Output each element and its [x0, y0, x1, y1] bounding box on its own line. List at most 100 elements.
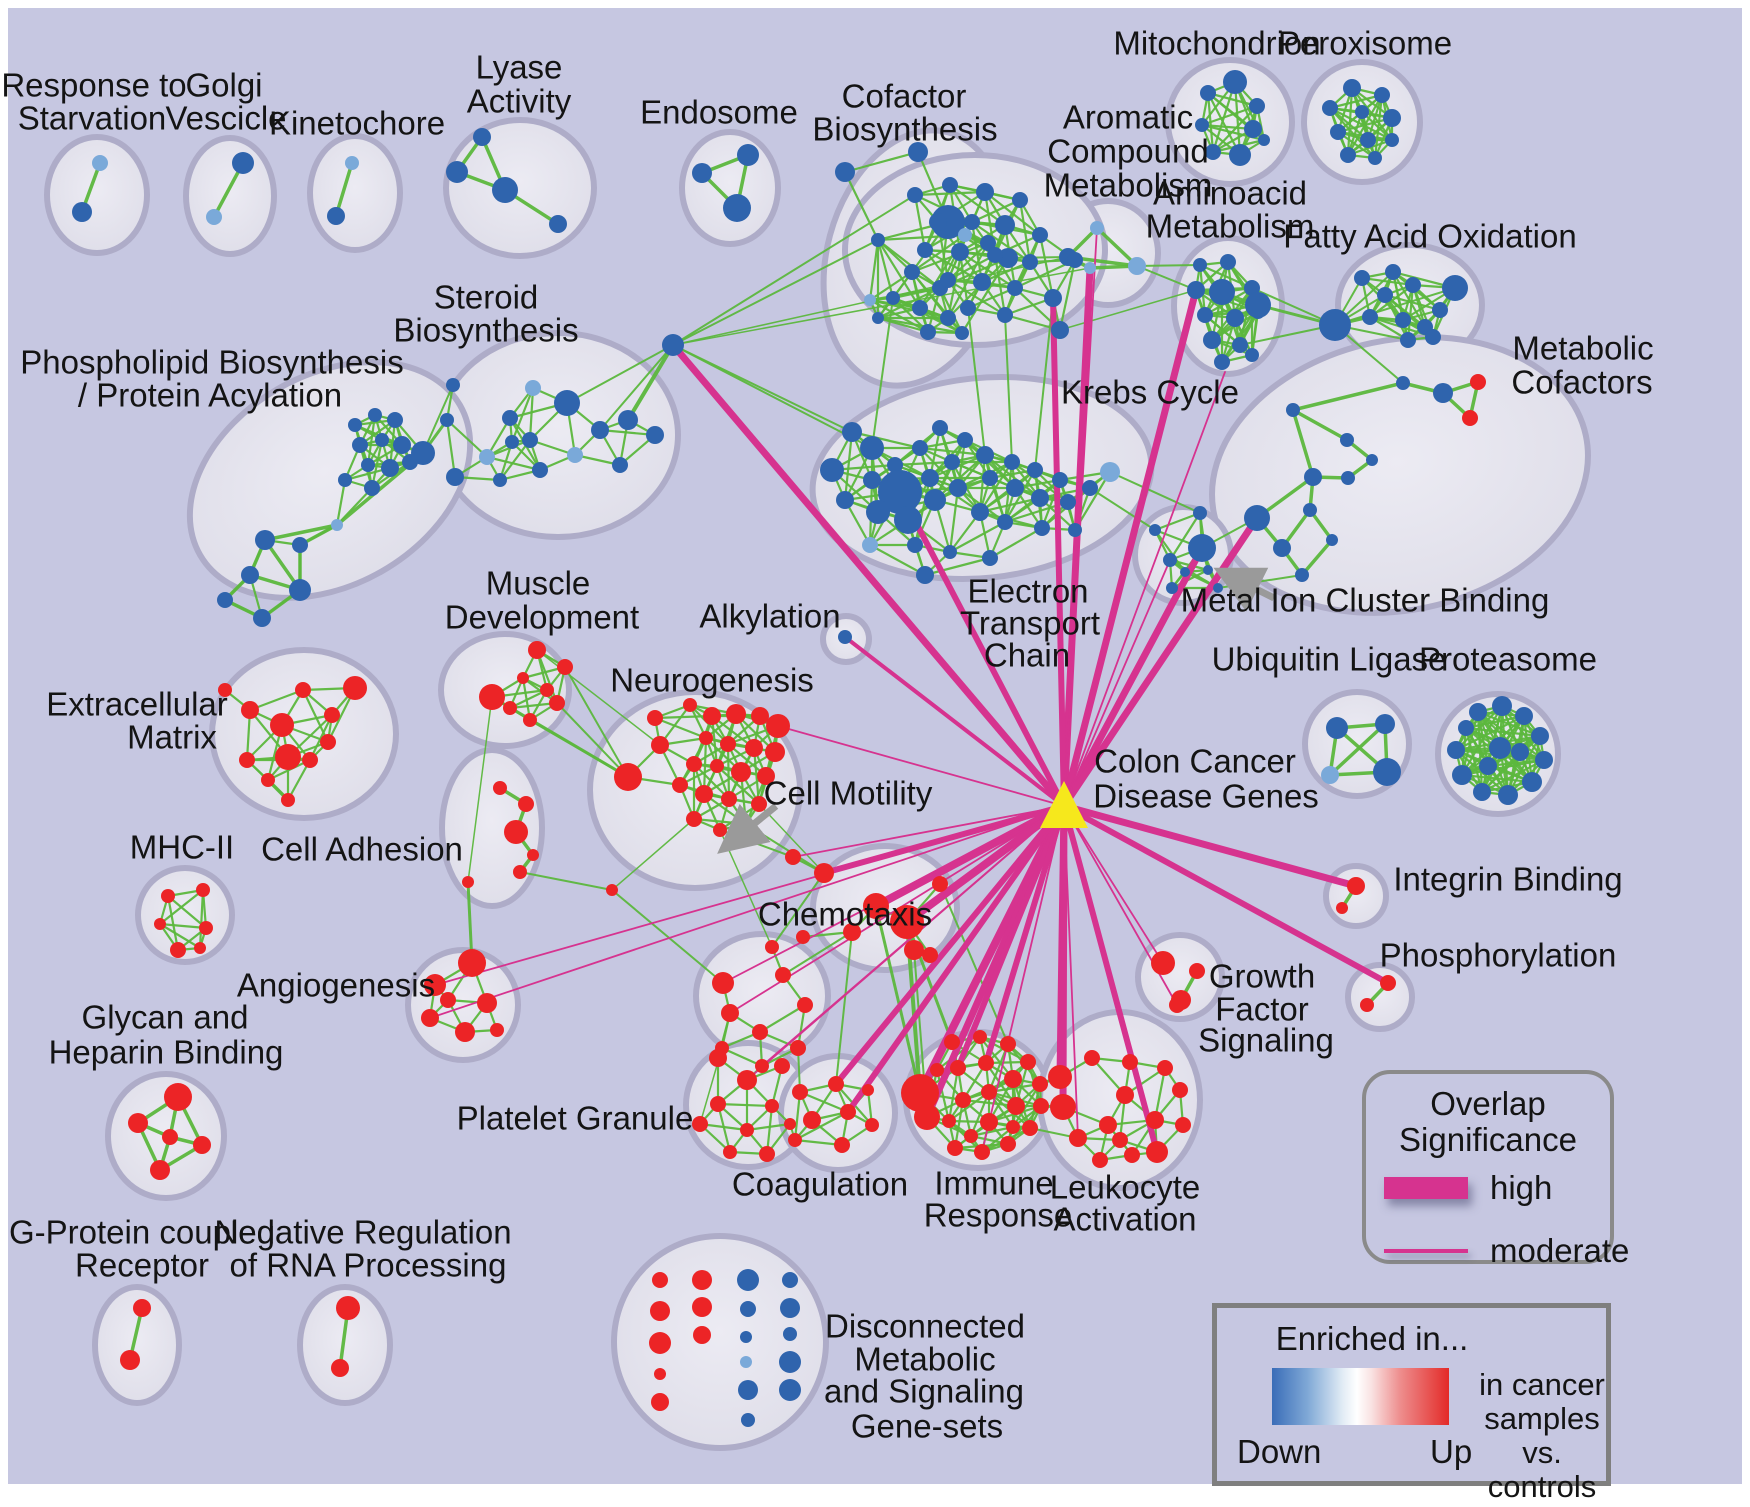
gene-set-node-leukocyte-activation[interactable] — [1116, 1086, 1134, 1104]
gene-set-node-immune-response[interactable] — [974, 1144, 990, 1160]
gene-set-node-electron-transport-chain[interactable] — [862, 537, 878, 553]
gene-set-node-metabolic-cofactors[interactable] — [1462, 410, 1478, 426]
gene-set-node-neurogenesis[interactable] — [726, 704, 746, 724]
gene-set-node-immune-response[interactable] — [973, 1030, 987, 1044]
cluster-bubble-endosome[interactable] — [679, 129, 781, 247]
gene-set-node-krebs-cycle[interactable] — [929, 213, 947, 231]
gene-set-node-fatty-acid-oxidation[interactable] — [1377, 287, 1393, 303]
gene-set-node-muscle-development[interactable] — [479, 684, 505, 710]
gene-set-node-mhc-ii[interactable] — [199, 921, 213, 935]
gene-set-node-coagulation[interactable] — [788, 1133, 802, 1147]
gene-set-node-aminoacid-metabolism[interactable] — [1209, 279, 1235, 305]
gene-set-node-extracellular-matrix[interactable] — [295, 682, 311, 698]
gene-set-node-kinetochore[interactable] — [327, 207, 345, 225]
gene-set-node-disconnected-metabolic-and-signaling-gene-sets[interactable] — [779, 1351, 801, 1373]
gene-set-node-coagulation[interactable] — [865, 1118, 879, 1132]
gene-set-node-bridge[interactable] — [1319, 309, 1351, 341]
gene-set-node-proteasome[interactable] — [1515, 707, 1533, 725]
gene-set-node-bridge[interactable] — [606, 884, 618, 896]
gene-set-node-metal-ion-cluster-binding[interactable] — [1149, 524, 1161, 536]
gene-set-node-electron-transport-chain[interactable] — [997, 514, 1013, 530]
gene-set-node-metabolic-cofactors[interactable] — [1303, 503, 1317, 517]
gene-set-node-neurogenesis[interactable] — [710, 759, 724, 773]
gene-set-node-electron-transport-chain[interactable] — [878, 470, 922, 514]
gene-set-node-growth-factor-signaling[interactable] — [1189, 963, 1205, 979]
gene-set-node-electron-transport-chain[interactable] — [1060, 494, 1076, 510]
gene-set-node-lyase-activity[interactable] — [549, 215, 567, 233]
gene-set-node-krebs-cycle[interactable] — [1032, 227, 1048, 243]
gene-set-node-bridge[interactable] — [662, 334, 684, 356]
gene-set-node-chemotaxis[interactable] — [797, 997, 813, 1013]
gene-set-node-disconnected-metabolic-and-signaling-gene-sets[interactable] — [738, 1380, 758, 1400]
gene-set-node-phospholipid-biosynthesis-protein-acylation[interactable] — [375, 433, 389, 447]
gene-set-node-phospholipid-biosynthesis-protein-acylation[interactable] — [289, 579, 311, 601]
gene-set-node-krebs-cycle[interactable] — [995, 215, 1015, 235]
gene-set-node-cell-motility[interactable] — [890, 905, 924, 939]
gene-set-node-chemotaxis[interactable] — [752, 1024, 768, 1040]
gene-set-node-immune-response[interactable] — [1020, 1054, 1036, 1070]
gene-set-node-immune-response[interactable] — [964, 1129, 978, 1143]
gene-set-node-electron-transport-chain[interactable] — [924, 489, 946, 511]
gene-set-node-cofactor-biosynthesis[interactable] — [980, 235, 996, 251]
gene-set-node-phospholipid-biosynthesis-protein-acylation[interactable] — [387, 412, 403, 428]
gene-set-node-angiogenesis[interactable] — [421, 1009, 439, 1027]
gene-set-node-steroid-biosynthesis[interactable] — [525, 380, 541, 396]
gene-set-node-proteasome[interactable] — [1492, 696, 1512, 716]
gene-set-node-extracellular-matrix[interactable] — [218, 683, 232, 697]
gene-set-node-mhc-ii[interactable] — [194, 942, 206, 954]
gene-set-node-muscle-development[interactable] — [540, 683, 554, 697]
gene-set-node-cell-motility[interactable] — [814, 863, 834, 883]
gene-set-node-metal-ion-cluster-binding[interactable] — [1188, 534, 1216, 562]
gene-set-node-cofactor-biosynthesis[interactable] — [904, 264, 920, 280]
gene-set-node-krebs-cycle[interactable] — [997, 307, 1013, 323]
gene-set-node-coagulation[interactable] — [792, 1084, 808, 1100]
gene-set-node-response-to-starvation[interactable] — [92, 155, 108, 171]
gene-set-node-phospholipid-biosynthesis-protein-acylation[interactable] — [338, 473, 352, 487]
gene-set-node-electron-transport-chain[interactable] — [916, 566, 934, 584]
gene-set-node-electron-transport-chain[interactable] — [957, 432, 973, 448]
gene-set-node-ubiquitin-ligase[interactable] — [1326, 717, 1348, 739]
gene-set-node-coagulation[interactable] — [862, 1084, 874, 1096]
gene-set-node-disconnected-metabolic-and-signaling-gene-sets[interactable] — [740, 1356, 752, 1368]
gene-set-node-neurogenesis[interactable] — [699, 731, 713, 745]
gene-set-node-metabolic-cofactors[interactable] — [1304, 468, 1322, 486]
gene-set-node-electron-transport-chain[interactable] — [820, 458, 844, 482]
gene-set-node-golgi-vescicle[interactable] — [232, 152, 254, 174]
gene-set-node-cofactor-biosynthesis[interactable] — [912, 300, 928, 316]
gene-set-node-metabolic-cofactors[interactable] — [1340, 433, 1354, 447]
gene-set-node-mitochondrion[interactable] — [1200, 85, 1216, 101]
gene-set-node-leukocyte-activation[interactable] — [1048, 1065, 1072, 1089]
gene-set-node-steroid-biosynthesis[interactable] — [532, 462, 548, 478]
gene-set-node-proteasome[interactable] — [1458, 720, 1474, 736]
gene-set-node-aminoacid-metabolism[interactable] — [1214, 354, 1230, 370]
gene-set-node-integrin-binding[interactable] — [1347, 877, 1365, 895]
gene-set-node-angiogenesis[interactable] — [490, 1023, 504, 1037]
gene-set-node-glycan-and-heparin-binding[interactable] — [193, 1136, 211, 1154]
gene-set-node-phospholipid-biosynthesis-protein-acylation[interactable] — [331, 519, 343, 531]
gene-set-node-platelet-granule[interactable] — [737, 1070, 757, 1090]
gene-set-node-phospholipid-biosynthesis-protein-acylation[interactable] — [393, 436, 411, 454]
gene-set-node-glycan-and-heparin-binding[interactable] — [128, 1113, 148, 1133]
gene-set-node-aminoacid-metabolism[interactable] — [1197, 307, 1213, 323]
gene-set-node-angiogenesis[interactable] — [440, 992, 456, 1008]
gene-set-node-peroxisome[interactable] — [1368, 151, 1382, 165]
gene-set-node-phospholipid-biosynthesis-protein-acylation[interactable] — [368, 408, 382, 422]
gene-set-node-mitochondrion[interactable] — [1195, 118, 1209, 132]
gene-set-node-angiogenesis[interactable] — [477, 993, 497, 1013]
gene-set-node-steroid-biosynthesis[interactable] — [446, 468, 464, 486]
gene-set-node-endosome[interactable] — [737, 144, 759, 166]
gene-set-node-electron-transport-chain[interactable] — [1068, 523, 1082, 537]
gene-set-node-leukocyte-activation[interactable] — [1122, 1054, 1138, 1070]
gene-set-node-electron-transport-chain[interactable] — [887, 457, 903, 473]
gene-set-node-krebs-cycle[interactable] — [1022, 254, 1038, 270]
gene-set-node-glycan-and-heparin-binding[interactable] — [164, 1083, 192, 1111]
gene-set-node-extracellular-matrix[interactable] — [241, 701, 259, 719]
gene-set-node-neurogenesis[interactable] — [695, 785, 713, 803]
gene-set-node-krebs-cycle[interactable] — [1051, 321, 1069, 339]
gene-set-node-aminoacid-metabolism[interactable] — [1187, 281, 1205, 299]
gene-set-node-negative-regulation-of-rna-processing[interactable] — [331, 1359, 349, 1377]
gene-set-node-extracellular-matrix[interactable] — [320, 734, 336, 750]
gene-set-node-muscle-development[interactable] — [549, 695, 565, 711]
gene-set-node-phospholipid-biosynthesis-protein-acylation[interactable] — [255, 530, 275, 550]
gene-set-node-immune-response[interactable] — [947, 1140, 963, 1156]
